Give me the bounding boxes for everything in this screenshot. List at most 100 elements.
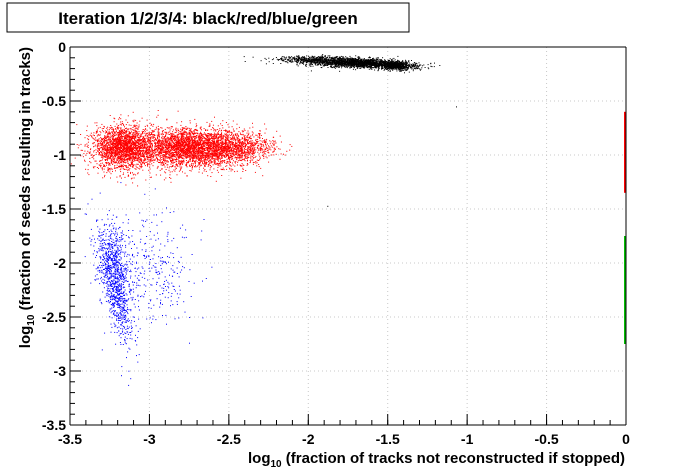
data-point-red	[141, 154, 143, 156]
data-point-black	[334, 65, 336, 67]
data-point-red	[102, 130, 104, 132]
data-point-red	[114, 151, 116, 153]
data-point-black	[316, 61, 318, 63]
data-point-red	[139, 161, 141, 163]
data-point-red	[127, 143, 129, 145]
data-point-black	[330, 61, 332, 63]
data-point-red	[120, 161, 122, 163]
data-point-red	[131, 150, 133, 152]
data-point-black	[340, 63, 342, 65]
data-point-black	[398, 67, 400, 68]
data-point-black	[400, 67, 401, 69]
data-point-black	[283, 60, 285, 62]
data-point-black	[405, 68, 407, 70]
data-point-black	[370, 65, 372, 67]
data-point-black	[328, 63, 330, 65]
data-point-red	[127, 121, 129, 123]
data-point-red	[118, 150, 120, 152]
data-point-red	[96, 139, 98, 141]
data-point-black	[325, 60, 327, 62]
data-point-red	[101, 152, 102, 154]
data-point-black	[376, 61, 378, 63]
data-point-black	[408, 65, 410, 67]
data-point-red	[109, 151, 110, 153]
data-point-red	[122, 144, 124, 146]
data-point-red	[159, 169, 161, 171]
data-point-red	[125, 166, 127, 167]
data-point-black	[402, 67, 404, 68]
data-point-black	[364, 66, 366, 68]
data-point-red	[106, 143, 108, 145]
data-point-black	[333, 59, 334, 61]
data-point-red	[152, 130, 154, 132]
data-point-red	[106, 150, 108, 152]
data-point-black	[374, 62, 376, 64]
data-point-red	[135, 127, 137, 129]
data-point-black	[361, 62, 363, 64]
data-point-black	[393, 67, 395, 69]
data-point-red	[140, 136, 142, 138]
data-point-black	[381, 68, 382, 70]
data-point-red	[133, 177, 135, 179]
data-point-red	[120, 152, 122, 154]
data-point-red	[120, 157, 121, 159]
data-point-black	[363, 60, 364, 62]
data-point-red	[120, 145, 121, 147]
data-point-red	[135, 147, 137, 149]
data-point-black	[394, 62, 396, 64]
data-point-red	[122, 130, 123, 132]
data-point-black	[332, 56, 334, 58]
data-point-red	[110, 153, 112, 155]
data-point-black	[347, 61, 349, 63]
data-point-black	[314, 62, 316, 64]
data-point-red	[132, 153, 134, 155]
data-point-black	[389, 61, 391, 63]
data-point-red	[93, 155, 95, 156]
data-point-black	[411, 65, 413, 67]
data-point-red	[142, 169, 144, 171]
data-point-red	[136, 132, 138, 134]
data-point-black	[340, 65, 342, 67]
data-point-black	[358, 65, 359, 67]
data-point-black	[386, 68, 387, 70]
data-point-black	[324, 55, 326, 57]
data-point-black	[411, 67, 413, 69]
data-point-black	[386, 61, 388, 62]
data-point-black	[336, 66, 337, 68]
data-point-black	[339, 65, 341, 67]
data-point-black	[340, 64, 342, 66]
data-point-red	[107, 148, 109, 150]
data-point-black	[366, 66, 368, 68]
data-point-red	[114, 138, 115, 140]
data-point-red	[111, 138, 113, 139]
data-point-red	[113, 130, 114, 132]
data-point-red	[88, 174, 90, 176]
data-point-red	[121, 136, 123, 138]
data-point-black	[321, 54, 323, 56]
data-point-red	[129, 154, 131, 156]
data-point-red	[80, 134, 82, 135]
data-point-black	[369, 60, 371, 61]
data-point-black	[343, 60, 345, 62]
data-point-black	[320, 64, 321, 65]
data-point-black	[363, 62, 365, 63]
data-point-red	[127, 130, 129, 132]
data-point-black	[345, 66, 347, 68]
data-point-black	[360, 68, 362, 69]
data-point-red	[132, 166, 133, 168]
data-point-red	[111, 131, 113, 133]
data-point-red	[115, 156, 116, 158]
data-point-red	[103, 125, 105, 127]
data-point-black	[401, 64, 403, 66]
data-point-black	[389, 68, 391, 70]
data-point-red	[130, 154, 131, 156]
data-point-black	[364, 58, 365, 60]
data-point-black	[417, 66, 419, 68]
data-point-red	[111, 139, 113, 140]
data-point-black	[288, 56, 290, 58]
data-point-red	[131, 136, 132, 138]
data-point-black	[388, 64, 390, 66]
data-point-red	[132, 146, 134, 148]
data-point-red	[95, 160, 97, 162]
data-point-black	[343, 57, 345, 59]
